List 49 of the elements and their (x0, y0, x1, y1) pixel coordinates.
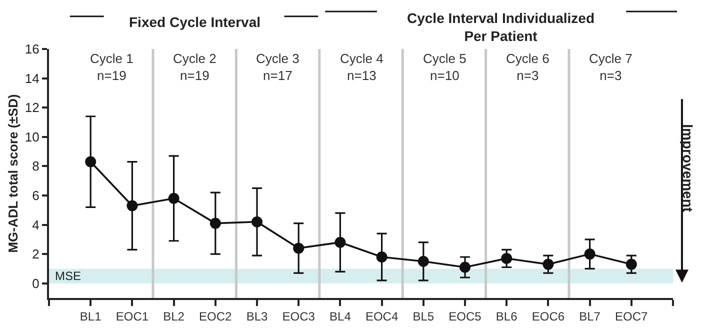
x-tick-label: BL5 (412, 309, 434, 324)
point (252, 216, 262, 228)
x-tick-label: BL7 (579, 309, 601, 324)
y-tick-label: 14 (24, 70, 40, 86)
annotation: Cycle 2 n=19 (173, 51, 216, 83)
x-tick-label: BL2 (163, 309, 185, 324)
x-tick-label: BL4 (330, 309, 352, 324)
band-label: MSE (55, 269, 82, 283)
point (418, 256, 429, 267)
x-tick-label: EOC3 (282, 309, 316, 324)
point (210, 218, 221, 229)
point (584, 248, 596, 260)
x-tick-label: BL3 (246, 309, 268, 324)
point (168, 192, 180, 204)
text: Improvement (680, 124, 696, 212)
point (126, 200, 138, 212)
annotation: Cycle 4 n=13 (340, 51, 384, 83)
point (501, 252, 512, 264)
text: Fixed Cycle Interval (129, 14, 261, 30)
y-tick-label: 10 (24, 129, 40, 144)
annotation: Cycle 5 n=10 (423, 51, 466, 83)
x-tick-label: EOC6 (532, 309, 565, 324)
y-tick-label: 0 (32, 276, 40, 291)
x-tick-label: EOC7 (615, 309, 648, 324)
point (293, 242, 304, 254)
point (626, 258, 637, 270)
y-tick-label: 8 (32, 158, 40, 174)
y-tick-label: 6 (32, 188, 40, 204)
x-tick-label: EOC5 (448, 309, 482, 324)
y-axis-title: MG-ADL total score (±SD) (5, 94, 20, 253)
text: Cycle Interval Individualized Per Patient (407, 10, 595, 44)
y-tick-label: 2 (32, 246, 40, 262)
y-tick-label: 16 (24, 42, 40, 57)
x-tick-label: BL1 (80, 309, 102, 324)
x-tick-label: EOC2 (199, 309, 232, 324)
point (542, 258, 554, 270)
annotation: Cycle 1 n=19 (90, 51, 134, 83)
x-tick-label: EOC1 (116, 309, 149, 324)
point (460, 262, 470, 273)
annotation: Cycle 6 n=3 (506, 51, 550, 83)
point (85, 156, 96, 168)
point (334, 236, 346, 248)
annotation: Cycle 7 n=3 (589, 51, 632, 83)
y-tick-label: 4 (32, 217, 40, 232)
point (376, 251, 388, 262)
x-tick-label: EOC4 (365, 309, 398, 324)
x-tick-label: BL6 (496, 309, 518, 324)
annotation: Cycle 3 n=17 (256, 51, 300, 83)
y-tick-label: 12 (24, 100, 40, 116)
